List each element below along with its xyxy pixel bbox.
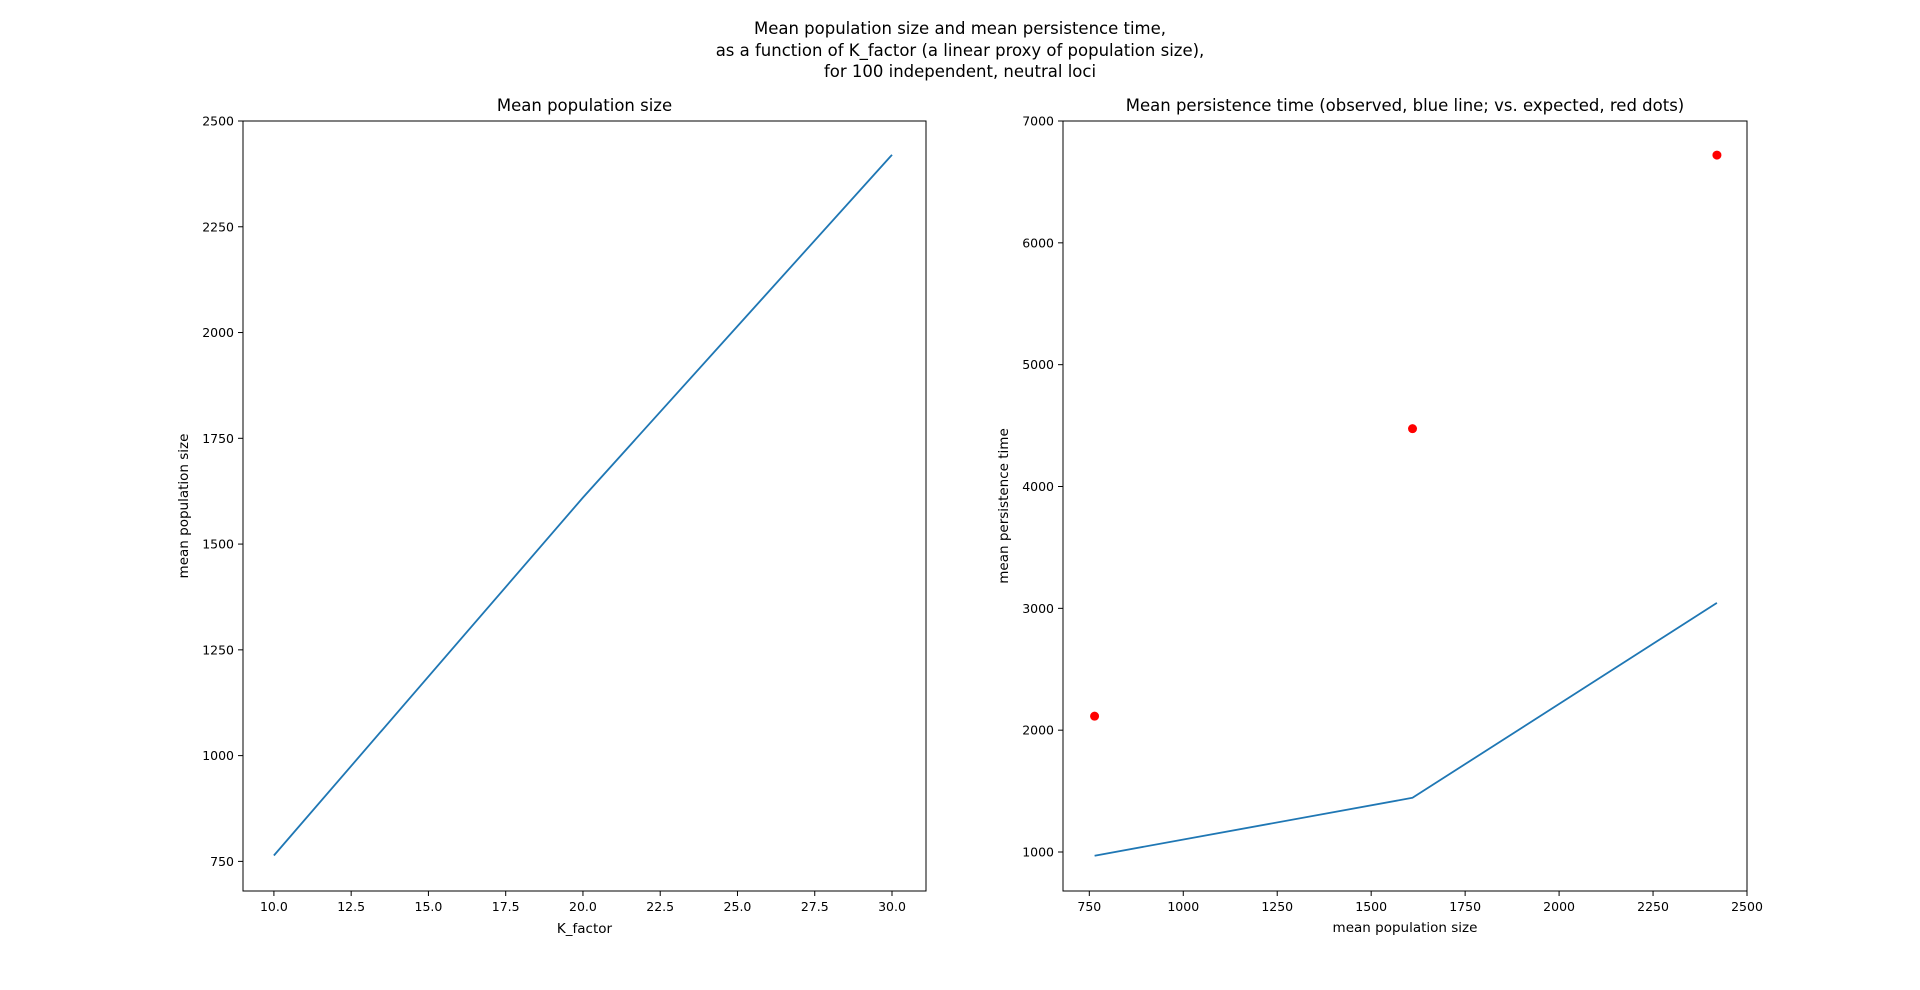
axes-frame [1062,120,1748,892]
y-tick-label: 5000 [1022,357,1054,372]
suptitle-line-1: Mean population size and mean persistenc… [754,19,1166,38]
x-tick-label: 20.0 [569,899,597,914]
plot-area: 10.0 12.5 15.0 17.5 20.0 22.5 25.0 27.5 30.0 750 1… [202,114,906,915]
axes-frame [242,120,927,892]
y-tick-label: 7000 [1022,114,1054,129]
persistence-time-panel: Mean persistence time (observed, blue li… [996,96,1763,936]
y-axis-label: mean population size [176,434,192,579]
y-tick-label: 1750 [202,431,234,446]
suptitle-line-2: as a function of K_factor (a linear prox… [716,41,1205,61]
scatter-point [1090,711,1100,721]
x-axis-label: mean population size [1333,920,1478,936]
series-line [273,154,893,857]
plot-area: 750 1000 1250 1500 1750 2000 2250 2500 1000 2000 3… [1022,114,1763,915]
panel-title: Mean population size [497,96,672,115]
y-tick-label: 1000 [1022,845,1054,860]
y-tick-label: 1500 [202,537,234,552]
y-tick-label: 6000 [1022,235,1054,250]
suptitle: Mean population size and mean persistenc… [716,19,1205,81]
x-tick-label: 750 [1077,899,1101,914]
y-tick-label: 2500 [202,114,234,129]
x-tick-label: 25.0 [724,899,752,914]
x-tick-label: 30.0 [878,899,906,914]
x-tick-label: 17.5 [492,899,520,914]
y-tick-label: 1250 [202,642,234,657]
series-line [1094,602,1718,857]
x-tick-label: 1000 [1167,899,1199,914]
x-tick-label: 1250 [1261,899,1293,914]
x-tick-label: 15.0 [415,899,443,914]
y-tick-label: 750 [210,854,234,869]
x-tick-label: 10.0 [260,899,288,914]
x-tick-label: 2000 [1543,899,1575,914]
x-tick-label: 22.5 [646,899,674,914]
y-tick-label: 2000 [202,325,234,340]
x-tick-label: 27.5 [801,899,829,914]
y-tick-label: 2000 [1022,723,1054,738]
suptitle-line-3: for 100 independent, neutral loci [824,62,1096,81]
x-tick-label: 2250 [1637,899,1669,914]
y-tick-label: 2250 [202,219,234,234]
x-axis-label: K_factor [557,921,613,937]
x-tick-label: 1500 [1355,899,1387,914]
scatter-point [1408,424,1418,434]
y-tick-label: 4000 [1022,479,1054,494]
y-tick-label: 1000 [202,748,234,763]
x-tick-label: 2500 [1731,899,1763,914]
x-tick-label: 12.5 [337,899,365,914]
scatter-point [1712,150,1722,160]
panel-title: Mean persistence time (observed, blue li… [1126,96,1685,115]
y-tick-label: 3000 [1022,601,1054,616]
y-axis-label: mean persistence time [996,428,1012,584]
population-size-panel: Mean population size 10.0 12.5 15.0 17.5 20.… [176,96,927,937]
x-tick-label: 1750 [1449,899,1481,914]
